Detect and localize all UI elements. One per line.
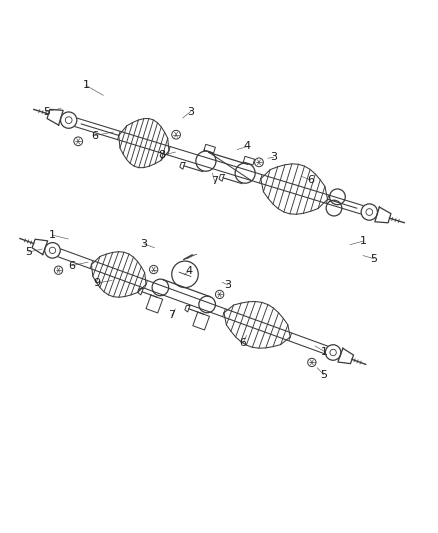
Text: 1: 1 [321,346,328,357]
Text: 7: 7 [211,176,218,187]
Text: 1: 1 [49,230,56,240]
Text: 8: 8 [159,150,166,160]
Text: 5: 5 [320,370,327,380]
Text: 9: 9 [93,278,100,288]
Text: 1: 1 [360,236,367,246]
Text: 5: 5 [43,107,50,117]
Text: 5: 5 [25,247,32,257]
Text: 6: 6 [240,338,247,348]
Text: 3: 3 [224,280,231,290]
Text: 5: 5 [371,254,378,264]
Text: 4: 4 [244,141,251,151]
Text: 3: 3 [187,107,194,117]
Text: 4: 4 [186,266,193,276]
Text: 6: 6 [68,261,75,271]
Text: 6: 6 [307,175,314,185]
Text: 3: 3 [141,239,148,249]
Text: 6: 6 [91,131,98,141]
Text: 7: 7 [168,310,175,320]
Text: 1: 1 [82,80,89,90]
Text: 3: 3 [270,152,277,163]
